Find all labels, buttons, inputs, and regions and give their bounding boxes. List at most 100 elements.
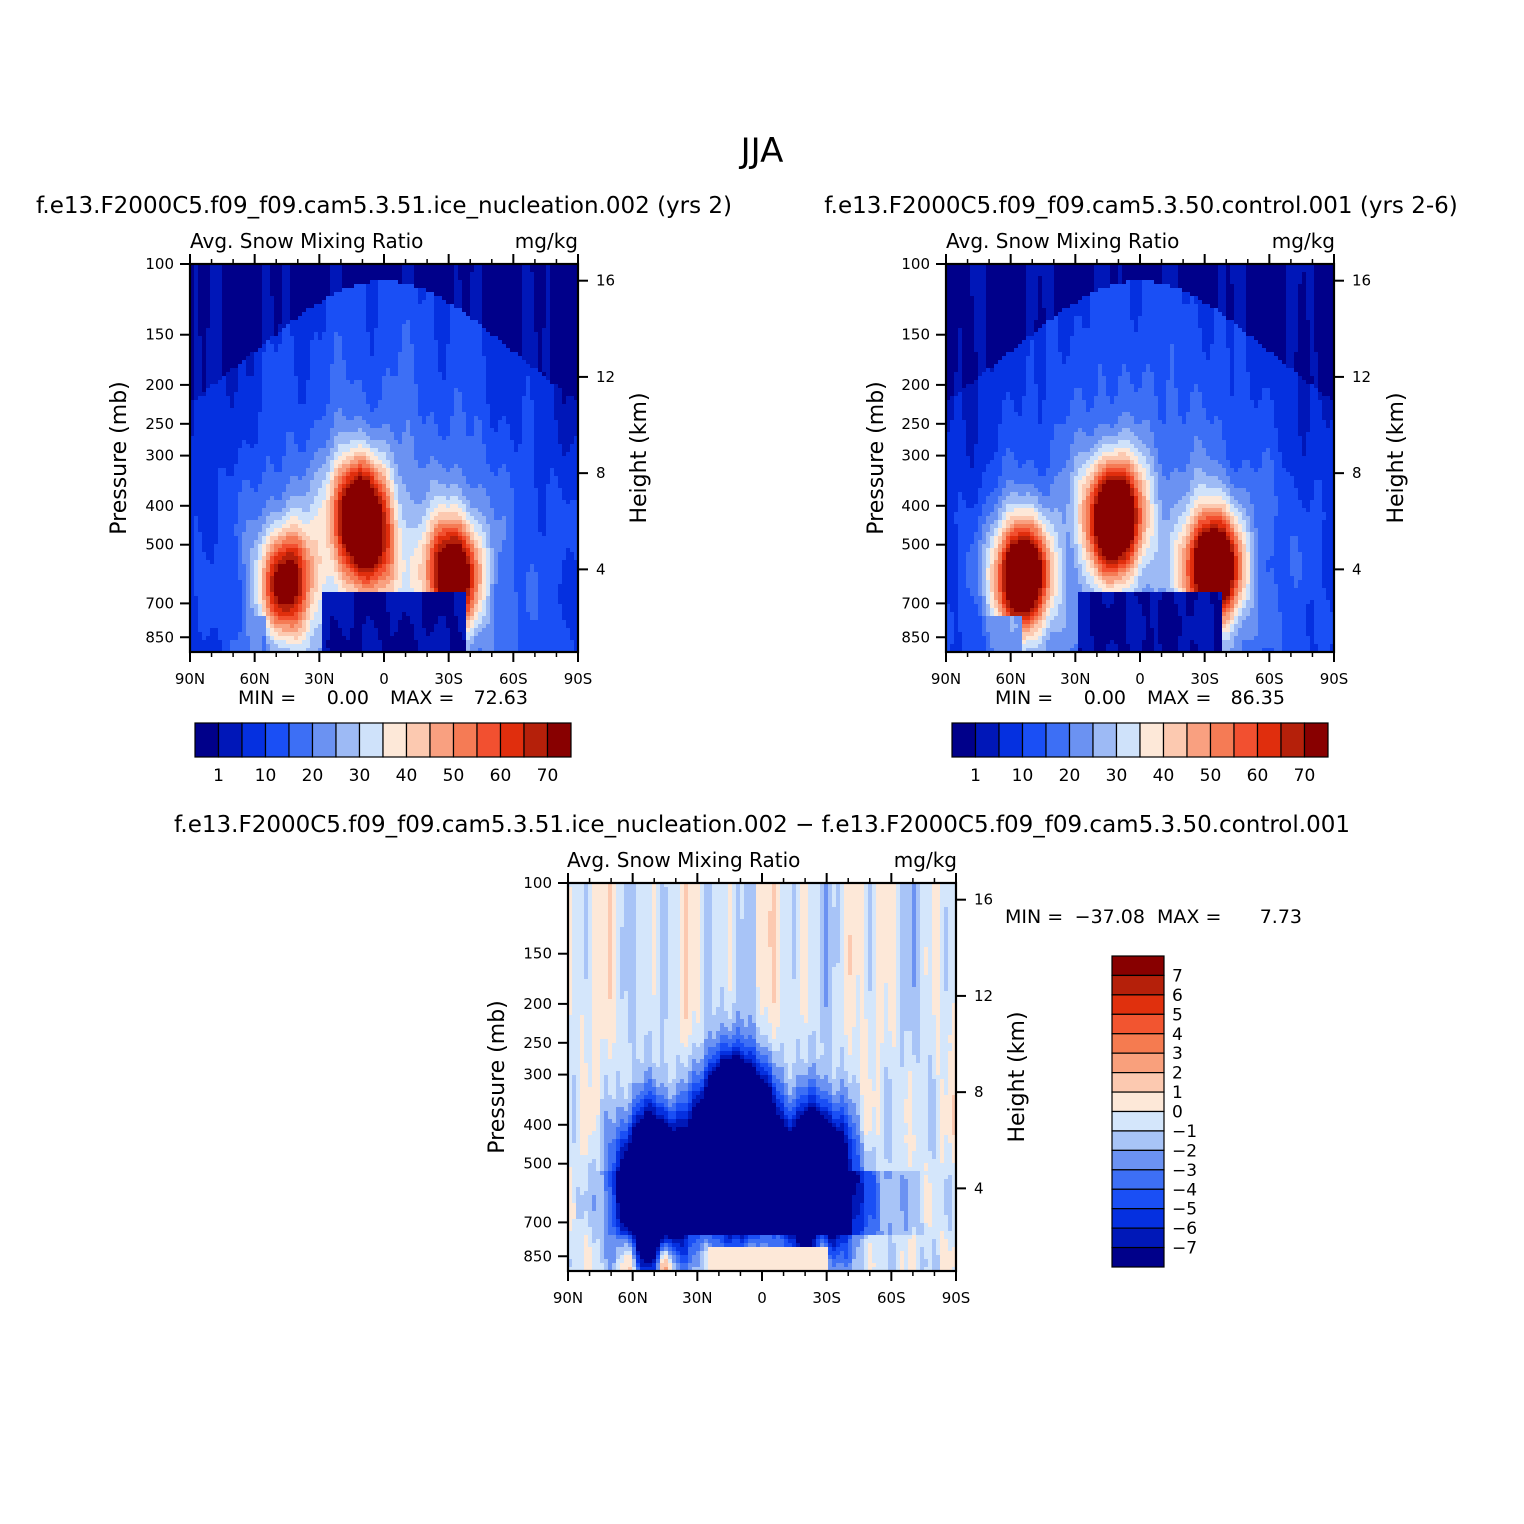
heatmap-cell — [314, 336, 319, 341]
heatmap-cell — [370, 464, 375, 469]
heatmap-cell — [378, 384, 383, 389]
heatmap-cell — [334, 416, 339, 421]
heatmap-cell — [350, 404, 355, 409]
heatmap-cell — [218, 408, 223, 413]
heatmap-cell — [486, 464, 491, 469]
heatmap-cell — [254, 328, 259, 333]
heatmap-cell — [446, 460, 451, 465]
heatmap-cell — [270, 352, 275, 357]
heatmap-cell — [354, 352, 359, 357]
heatmap-cell — [314, 396, 319, 401]
heatmap-cell — [342, 344, 347, 349]
heatmap-cell — [194, 304, 199, 309]
heatmap-cell — [210, 404, 215, 409]
heatmap-cell — [538, 412, 543, 417]
heatmap-cell — [522, 408, 527, 413]
heatmap-cell — [294, 424, 299, 429]
heatmap-cell — [542, 448, 547, 453]
heatmap-cell — [370, 408, 375, 413]
heatmap-cell — [258, 444, 263, 449]
heatmap-cell — [218, 420, 223, 425]
heatmap-cell — [422, 276, 427, 281]
heatmap-cell — [342, 392, 347, 397]
heatmap-cell — [218, 360, 223, 365]
heatmap-cell — [386, 456, 391, 461]
heatmap-cell — [322, 468, 327, 473]
heatmap-cell — [330, 352, 335, 357]
heatmap-cell — [350, 428, 355, 433]
heatmap-cell — [242, 320, 247, 325]
heatmap-cell — [306, 428, 311, 433]
heatmap-cell — [366, 400, 371, 405]
heatmap-cell — [530, 416, 535, 421]
heatmap-cell — [286, 272, 291, 277]
heatmap-cell — [378, 292, 383, 297]
heatmap-cell — [494, 404, 499, 409]
heatmap-cell — [386, 408, 391, 413]
heatmap-cell — [506, 432, 511, 437]
heatmap-cell — [222, 320, 227, 325]
heatmap-cell — [562, 324, 567, 329]
heatmap-cell — [218, 452, 223, 457]
heatmap-cell — [434, 320, 439, 325]
heatmap-cell — [206, 404, 211, 409]
heatmap-cell — [458, 364, 463, 369]
heatmap-cell — [502, 344, 507, 349]
heatmap-cell — [222, 396, 227, 401]
heatmap-cell — [350, 384, 355, 389]
heatmap-cell — [522, 320, 527, 325]
heatmap-cell — [558, 268, 563, 273]
heatmap-cell — [238, 400, 243, 405]
heatmap-cell — [354, 436, 359, 441]
heatmap-cell — [466, 344, 471, 349]
heatmap-cell — [526, 440, 531, 445]
heatmap-cell — [362, 268, 367, 273]
heatmap-cell — [346, 372, 351, 377]
heatmap-cell — [502, 332, 507, 337]
heatmap-cell — [406, 360, 411, 365]
heatmap-cell — [270, 344, 275, 349]
heatmap-cell — [270, 296, 275, 301]
heatmap-cell — [214, 368, 219, 373]
heatmap-cell — [198, 384, 203, 389]
heatmap-cell — [518, 364, 523, 369]
heatmap-cell — [486, 348, 491, 353]
heatmap-cell — [306, 320, 311, 325]
heatmap-cell — [218, 372, 223, 377]
heatmap-cell — [402, 424, 407, 429]
heatmap-cell — [306, 272, 311, 277]
heatmap-cell — [542, 300, 547, 305]
heatmap-cell — [398, 428, 403, 433]
heatmap-cell — [542, 380, 547, 385]
heatmap-cell — [210, 392, 215, 397]
heatmap-cell — [506, 348, 511, 353]
heatmap-cell — [418, 348, 423, 353]
heatmap-cell — [474, 456, 479, 461]
heatmap-cell — [526, 272, 531, 277]
heatmap-cell — [498, 280, 503, 285]
heatmap-cell — [474, 420, 479, 425]
heatmap-cell — [370, 348, 375, 353]
heatmap-cell — [334, 336, 339, 341]
heatmap-cell — [334, 328, 339, 333]
heatmap-cell — [314, 276, 319, 281]
heatmap-cell — [418, 288, 423, 293]
heatmap-cell — [298, 348, 303, 353]
heatmap-cell — [470, 272, 475, 277]
heatmap-cell — [442, 272, 447, 277]
heatmap-cell — [350, 444, 355, 449]
heatmap-cell — [558, 292, 563, 297]
heatmap-cell — [442, 360, 447, 365]
heatmap-cell — [442, 420, 447, 425]
heatmap-cell — [250, 308, 255, 313]
heatmap-cell — [330, 416, 335, 421]
heatmap-cell — [386, 392, 391, 397]
heatmap-cell — [418, 460, 423, 465]
heatmap-cell — [370, 324, 375, 329]
heatmap-cell — [522, 352, 527, 357]
heatmap-cell — [546, 412, 551, 417]
heatmap-cell — [354, 320, 359, 325]
heatmap-cell — [446, 272, 451, 277]
heatmap-cell — [242, 460, 247, 465]
heatmap-cell — [342, 356, 347, 361]
